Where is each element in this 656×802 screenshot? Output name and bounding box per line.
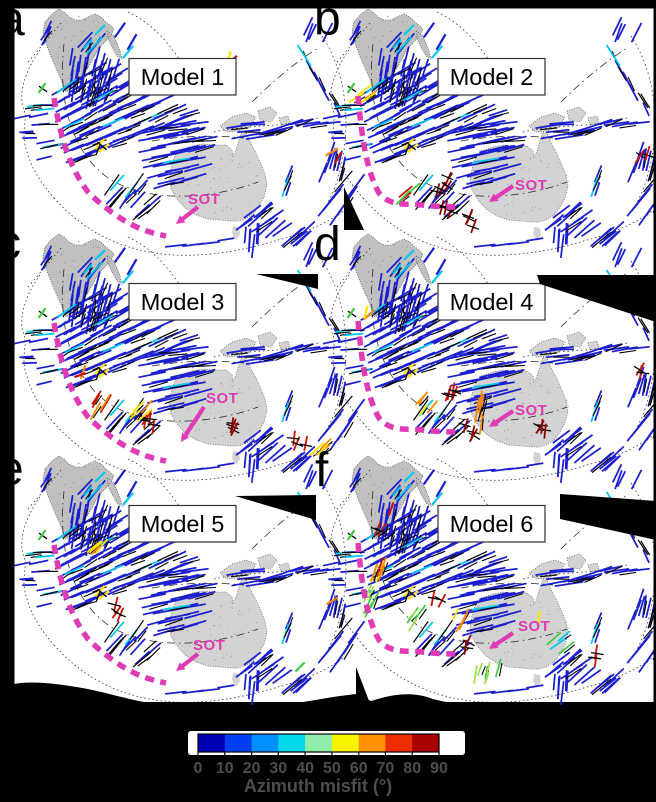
svg-text:Model 2: Model 2 xyxy=(450,64,534,90)
svg-text:30: 30 xyxy=(269,760,287,777)
svg-text:SOT: SOT xyxy=(518,618,550,635)
svg-text:Model 4: Model 4 xyxy=(450,289,534,315)
svg-text:80: 80 xyxy=(403,760,421,777)
svg-text:90: 90 xyxy=(430,760,448,777)
svg-text:Model 6: Model 6 xyxy=(450,511,534,537)
svg-text:f: f xyxy=(315,444,329,497)
svg-text:e: e xyxy=(0,443,24,496)
svg-text:60: 60 xyxy=(350,760,368,777)
svg-text:10: 10 xyxy=(216,760,234,777)
svg-text:Model 1: Model 1 xyxy=(141,64,225,90)
svg-text:Azimuth misfit (°): Azimuth misfit (°) xyxy=(244,776,392,796)
svg-text:SOT: SOT xyxy=(188,191,220,208)
svg-text:Model 3: Model 3 xyxy=(141,289,225,315)
svg-text:40: 40 xyxy=(296,760,314,777)
svg-text:d: d xyxy=(314,218,341,271)
svg-text:b: b xyxy=(314,0,341,46)
svg-text:a: a xyxy=(0,0,25,46)
svg-text:0: 0 xyxy=(194,760,203,777)
svg-text:Model 5: Model 5 xyxy=(141,511,225,537)
svg-text:c: c xyxy=(0,217,21,270)
svg-text:SOT: SOT xyxy=(515,177,547,194)
svg-text:SOT: SOT xyxy=(206,390,238,407)
svg-text:20: 20 xyxy=(243,760,261,777)
svg-text:SOT: SOT xyxy=(193,637,225,654)
svg-text:50: 50 xyxy=(323,760,341,777)
svg-text:SOT: SOT xyxy=(515,402,547,419)
svg-text:70: 70 xyxy=(377,760,395,777)
